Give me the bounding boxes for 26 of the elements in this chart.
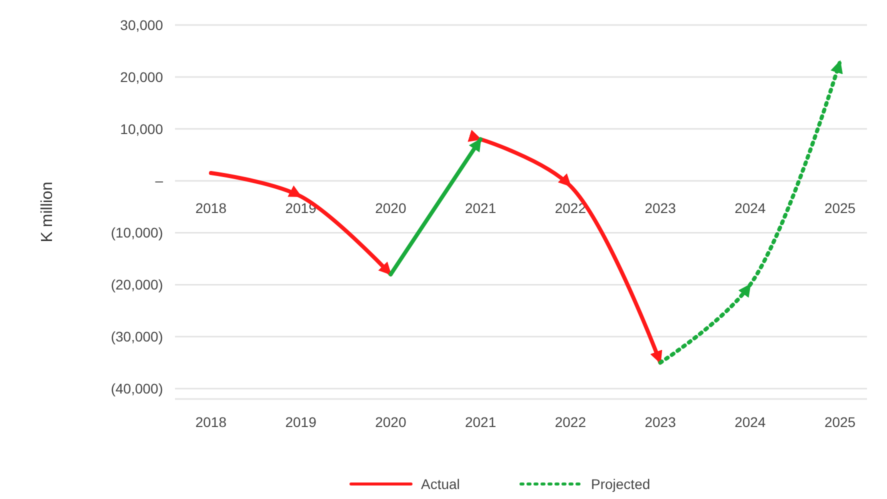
- x-tick-label: 2023: [644, 414, 676, 430]
- x2-tick-label: 2018: [195, 200, 227, 216]
- y-axis-title: K million: [39, 182, 56, 242]
- y-tick-label: (20,000): [110, 276, 163, 293]
- legend-label: Projected: [591, 476, 650, 492]
- x2-tick-label: 2025: [824, 200, 856, 216]
- y-tick-label: (40,000): [110, 380, 163, 397]
- x2-tick-label: 2021: [464, 200, 496, 216]
- y-tick-label: 10,000: [120, 120, 164, 137]
- x2-tick-label: 2020: [375, 200, 406, 216]
- x-tick-label: 2021: [464, 414, 496, 430]
- x2-tick-label: 2022: [554, 200, 586, 216]
- x-tick-label: 2025: [824, 414, 856, 430]
- y-tick-label: (10,000): [110, 224, 163, 241]
- y-tick-label: (30,000): [110, 328, 163, 345]
- x-tick-label: 2020: [375, 414, 406, 430]
- x2-tick-label: 2023: [644, 200, 676, 216]
- y-tick-label: 30,000: [120, 16, 164, 33]
- legend-label: Actual: [421, 476, 460, 492]
- x-tick-label: 2024: [734, 414, 766, 430]
- y-tick-label: –: [155, 172, 164, 189]
- y-tick-label: 20,000: [120, 68, 164, 85]
- x-tick-label: 2019: [285, 414, 317, 430]
- x-tick-label: 2022: [554, 414, 586, 430]
- x2-tick-label: 2024: [734, 200, 766, 216]
- x-tick-label: 2018: [195, 414, 227, 430]
